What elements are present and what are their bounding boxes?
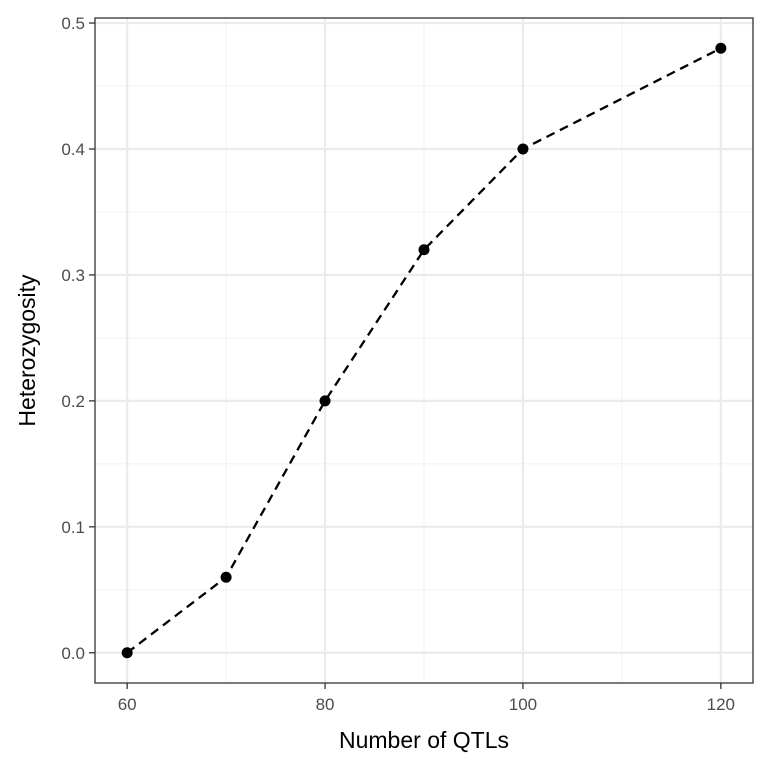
y-tick-label: 0.1 <box>61 518 85 537</box>
y-tick-label: 0.3 <box>61 266 85 285</box>
plot-panel-border <box>94 17 754 684</box>
data-point <box>319 395 331 407</box>
x-axis-ticks: 60 80 100 120 <box>118 683 735 714</box>
data-point <box>121 647 133 659</box>
data-point <box>418 244 430 256</box>
data-point <box>715 42 727 54</box>
y-tick-label: 0.4 <box>61 140 85 159</box>
data-point <box>517 143 529 155</box>
x-axis-title: Number of QTLs <box>339 727 509 753</box>
y-tick-label: 0.2 <box>61 392 85 411</box>
x-tick-label: 100 <box>509 695 537 714</box>
major-gridlines <box>95 18 753 683</box>
data-series <box>121 42 727 659</box>
x-tick-label: 120 <box>707 695 735 714</box>
y-tick-label: 0.0 <box>61 644 85 663</box>
data-point <box>220 571 232 583</box>
minor-gridlines <box>95 18 753 683</box>
y-axis-title: Heterozygosity <box>14 274 40 427</box>
y-tick-label: 0.5 <box>61 14 85 33</box>
x-tick-label: 80 <box>316 695 335 714</box>
y-axis-ticks: 0.0 0.1 0.2 0.3 0.4 0.5 <box>61 14 95 663</box>
x-tick-label: 60 <box>118 695 137 714</box>
